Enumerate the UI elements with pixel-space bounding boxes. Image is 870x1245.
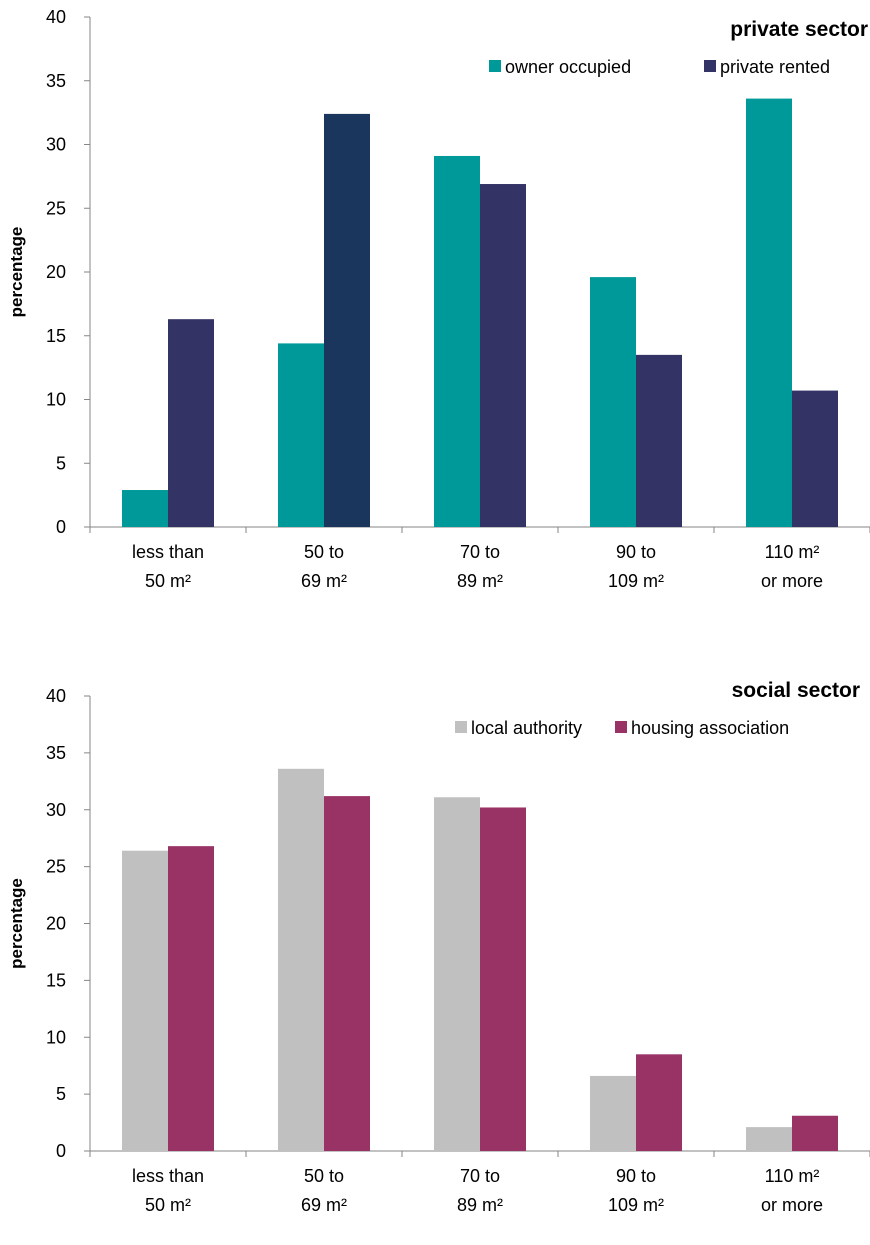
y-tick-label: 15 [46,970,66,990]
x-tick-label: less than [132,542,204,562]
y-tick-label: 25 [46,198,66,218]
y-tick-label: 20 [46,262,66,282]
bar [324,796,370,1151]
x-tick-label: 50 m² [145,1195,191,1215]
bar [480,807,526,1151]
x-tick-label: 110 m² [765,1166,820,1186]
bar [278,343,324,527]
legend: owner occupied private rented [489,57,830,77]
y-tick-label: 10 [46,1027,66,1047]
y-tick-label: 0 [56,517,66,537]
chart-title: social sector [732,679,860,702]
y-tick-label: 35 [46,743,66,763]
bar [122,850,168,1151]
bar [168,319,214,527]
legend-swatch [489,60,501,72]
y-axis-label: percentage [7,878,26,969]
bar [122,490,168,527]
y-axis-label: percentage [7,227,26,318]
x-tick-label: or more [761,1195,823,1215]
y-tick-label: 0 [56,1141,66,1161]
x-tick-label: 90 to [616,1166,656,1186]
legend-label: private rented [720,57,830,77]
x-tick-label: 50 to [304,542,344,562]
bar [792,390,838,527]
chart-title: private sector [730,18,868,41]
bar [168,846,214,1151]
y-tick-label: 30 [46,135,66,155]
bar [590,1075,636,1151]
bar [590,277,636,527]
y-tick-label: 5 [56,1084,66,1104]
legend-swatch [704,60,716,72]
x-tick-label: 69 m² [301,571,347,591]
x-tick-label: 70 to [460,1166,500,1186]
x-tick-label: 69 m² [301,1195,347,1215]
x-tick-label: 50 to [304,1166,344,1186]
x-tick-label: or more [761,571,823,591]
x-tick-label: 109 m² [608,571,664,591]
legend-label: local authority [471,718,582,738]
y-tick-label: 40 [46,7,66,27]
bar [324,113,370,528]
x-tick-label: 90 to [616,542,656,562]
bar [278,768,324,1151]
x-tick-label: 109 m² [608,1195,664,1215]
x-tick-label: 50 m² [145,571,191,591]
bar [746,1127,792,1151]
legend-label: housing association [631,718,789,738]
legend-swatch [455,721,467,733]
x-tick-label: less than [132,1166,204,1186]
legend-swatch [615,721,627,733]
y-tick-label: 15 [46,326,66,346]
x-tick-label: 70 to [460,542,500,562]
bar [480,184,526,527]
bar [434,797,480,1151]
bar [434,155,480,527]
bar [792,1115,838,1151]
legend: local authority housing association [455,718,789,738]
y-tick-label: 25 [46,857,66,877]
y-tick-label: 10 [46,390,66,410]
y-tick-label: 35 [46,71,66,91]
social-sector-chart: social sector local authority housing asso… [7,679,870,1215]
x-tick-label: 89 m² [457,1195,503,1215]
y-tick-label: 40 [46,686,66,706]
bar [746,98,792,527]
y-tick-label: 5 [56,453,66,473]
x-tick-label: 110 m² [765,542,820,562]
bar [636,1054,682,1151]
y-tick-label: 30 [46,800,66,820]
bar [636,354,682,527]
legend-label: owner occupied [505,57,631,77]
private-sector-chart: private sector owner occupied private rent… [7,7,870,591]
y-tick-label: 20 [46,914,66,934]
x-tick-label: 89 m² [457,571,503,591]
